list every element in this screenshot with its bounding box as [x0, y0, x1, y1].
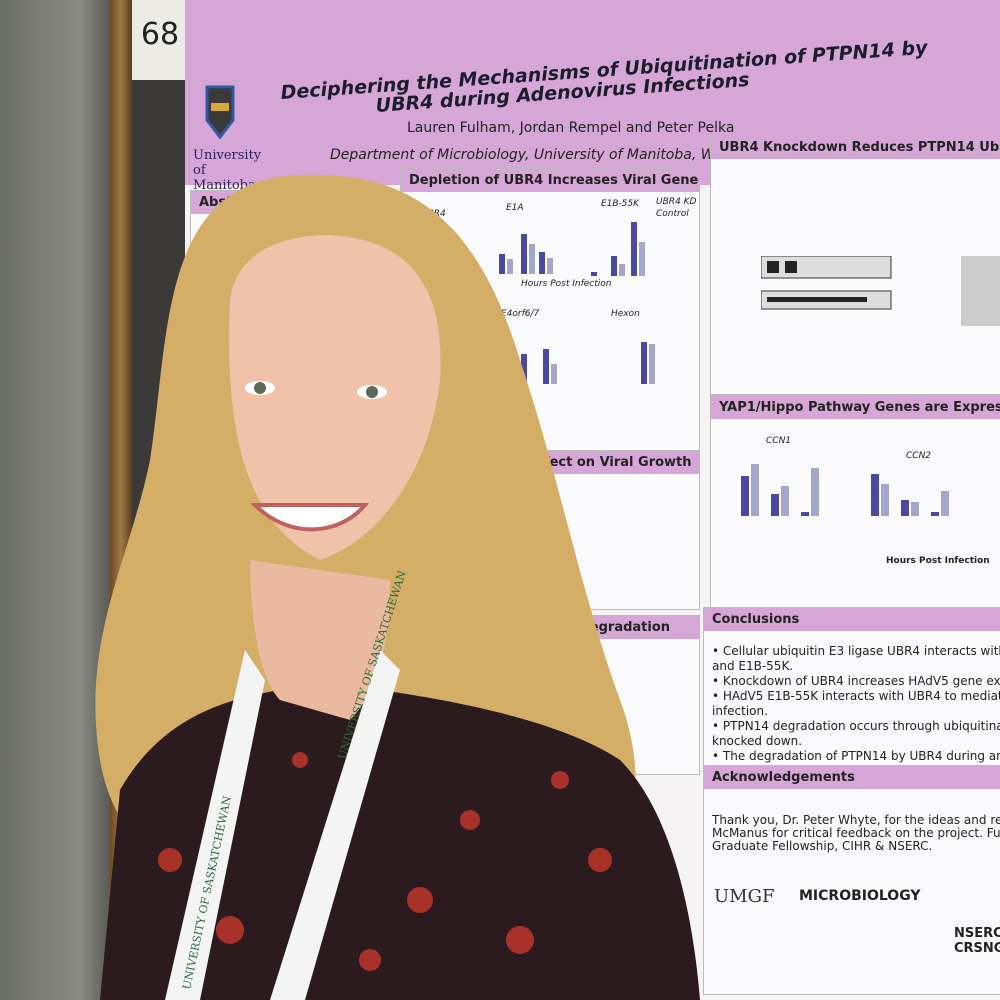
section-heading: Acknowledgements [704, 766, 1000, 789]
lanyard-strap [270, 650, 400, 1000]
chart-label: CCN2 [906, 451, 932, 461]
conclusion-line: • Cellular ubiquitin E3 ligase UBR4 inte… [712, 644, 1000, 658]
dress [100, 690, 700, 1000]
chart-label: CCN1 [766, 436, 792, 446]
sponsor-logo: UMGF [714, 886, 775, 907]
authors: Lauren Fulham, Jordan Rempel and Peter P… [407, 120, 735, 136]
conclusion-line: knocked down. [712, 734, 803, 748]
bar-charts [741, 464, 949, 516]
dress-pattern [158, 752, 612, 971]
bar-charts [499, 222, 655, 384]
acknowledgements-panel: Acknowledgements Thank you, Dr. Peter Wh… [703, 765, 1000, 995]
hippo-panel: YAP1/Hippo Pathway Genes are Expressed w… [710, 395, 1000, 630]
face [229, 235, 441, 560]
iris [366, 386, 378, 398]
conclusion-line: • The degradation of PTPN14 by UBR4 duri… [712, 749, 1000, 763]
section-heading: Degradation [571, 616, 699, 639]
knockdown-panel: UBR4 Knockdown Reduces PTPN14 Ubiquiti [710, 135, 1000, 395]
western-blot [761, 256, 1000, 326]
section-heading: Conclusions [704, 608, 1000, 631]
section-heading: Depletion of UBR4 Increases Viral Gene E… [401, 169, 699, 192]
chart-label: E1A [506, 203, 524, 213]
chart-label: E4orf6/7 [501, 309, 540, 319]
logo-text: University of Manitoba [193, 148, 262, 193]
chart-label: E1B-55K [601, 199, 640, 209]
conclusion-line: infection. [712, 704, 768, 718]
acknowledgement-line: McManus for critical feedback on the pro… [712, 826, 1000, 840]
acknowledgement-line: Thank you, Dr. Peter Whyte, for the idea… [712, 813, 1000, 827]
board-number: 68 [132, 0, 188, 80]
section-heading: Affect on Viral Growth [521, 451, 699, 474]
section-heading: YAP1/Hippo Pathway Genes are Expressed w [711, 396, 1000, 419]
conclusion-line: • PTPN14 degradation occurs through ubiq… [712, 719, 1000, 733]
legend-label: Control [656, 209, 689, 219]
conclusion-line: • Knockdown of UBR4 increases HAdV5 gene… [712, 674, 1000, 688]
conclusion-line: and E1B-55K. [712, 659, 794, 673]
chart-label: Hours Post Infection [521, 279, 612, 289]
neck [250, 560, 390, 720]
lanyard-strap [165, 650, 265, 1000]
iris [254, 382, 266, 394]
logo-crest [205, 85, 235, 140]
acknowledgement-line: Graduate Fellowship, CIHR & NSERC. [712, 839, 933, 853]
smile [250, 503, 370, 532]
sponsor-logo: NSERC CRSNG [954, 926, 1000, 956]
conclusion-line: • HAdV5 E1B-55K interacts with UBR4 to m… [712, 689, 1000, 703]
chart-label: Hexon [611, 309, 640, 319]
section-heading: UBR4 Knockdown Reduces PTPN14 Ubiquiti [711, 136, 1000, 159]
legend-label: UBR4 KD [656, 197, 697, 207]
chart-label: Hours Post Infection [886, 556, 990, 566]
sponsor-logo: MICROBIOLOGY [799, 888, 921, 904]
acknowledgements-text: Thank you, Dr. Peter Whyte, for the idea… [712, 814, 1000, 853]
